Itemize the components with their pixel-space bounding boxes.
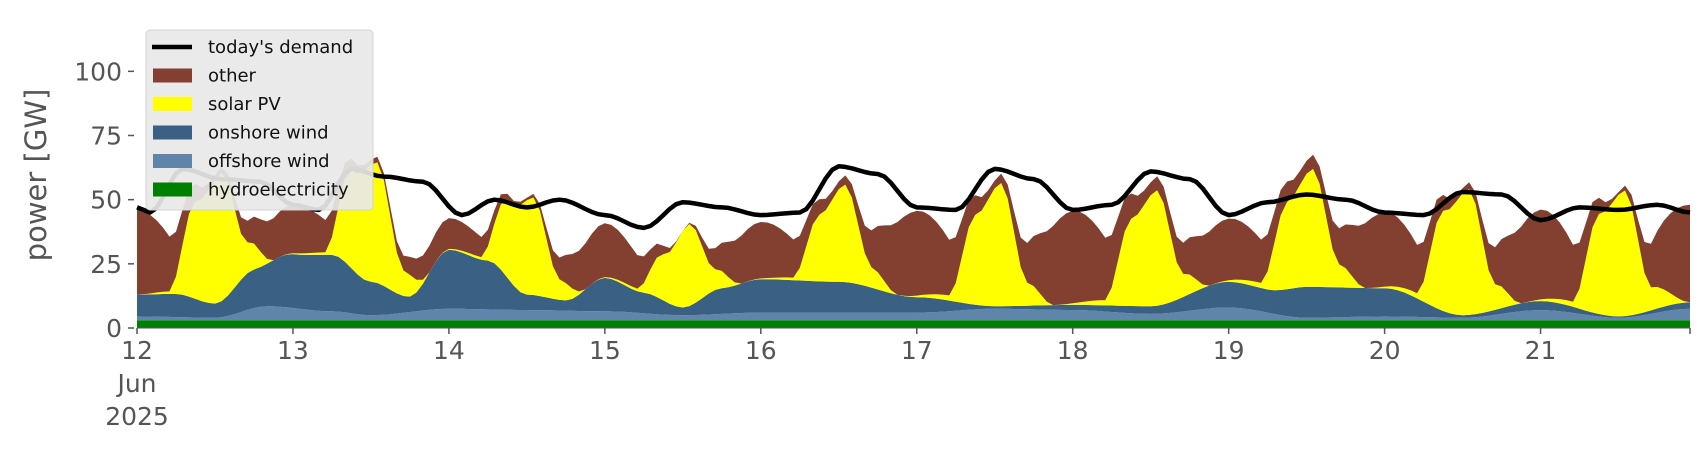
y-tick-label: 100 (74, 57, 122, 86)
legend-swatch-solar-pv (153, 97, 192, 111)
x-tick-label: 17 (901, 336, 933, 365)
area-offshore-wind (137, 306, 1690, 321)
y-tick-label: 50 (90, 186, 122, 215)
x-tick-label: 14 (433, 336, 465, 365)
x-tick-label: Jun (115, 369, 156, 398)
area-onshore-wind (137, 249, 1690, 318)
legend-box (145, 29, 374, 211)
legend-label-solar-pv: solar PV (208, 94, 281, 115)
legend-swatch-onshore-wind (153, 125, 192, 140)
legend-label-onshore-wind: onshore wind (208, 123, 329, 144)
legend-swatch-other (153, 68, 192, 83)
x-tick-label: 2025 (105, 402, 169, 431)
demand-line-layer (136, 164, 1691, 231)
legend-label-other: other (208, 66, 257, 87)
y-axis-label: power [GW] (19, 89, 53, 262)
x-tick-label: 21 (1525, 336, 1557, 365)
x-tick-label: 13 (277, 336, 309, 365)
y-tick-label: 75 (90, 122, 122, 151)
line-todays-demand (136, 164, 1691, 231)
stacked-areas (137, 154, 1690, 328)
legend-swatch-offshore-wind (153, 154, 192, 168)
x-tick-label: 19 (1213, 336, 1245, 365)
y-tick-label: 0 (106, 314, 122, 343)
area-other (137, 154, 1690, 306)
legend-label-hydroelectricity: hydroelectricity (208, 180, 349, 201)
x-tick-label: 16 (745, 336, 777, 365)
legend-label-today-s-demand: today's demand (208, 37, 353, 58)
legend-swatch-hydroelectricity (153, 182, 192, 197)
legend-label-offshore-wind: offshore wind (208, 151, 330, 172)
x-tick-label: 20 (1369, 336, 1401, 365)
area-hydroelectricity (137, 320, 1690, 328)
axes: 0 25 50 75 100 12 Jun 2025 13 14 15 16 17 18 19 20 21 (74, 57, 1691, 431)
x-tick-label: 12 (121, 336, 153, 365)
x-tick-label: 18 (1057, 336, 1089, 365)
y-tick-label: 25 (90, 250, 122, 279)
area-solar-pv (137, 162, 1690, 317)
x-tick-label: 15 (589, 336, 621, 365)
legend: today's demand other solar PV onshore wind o… (145, 29, 374, 211)
